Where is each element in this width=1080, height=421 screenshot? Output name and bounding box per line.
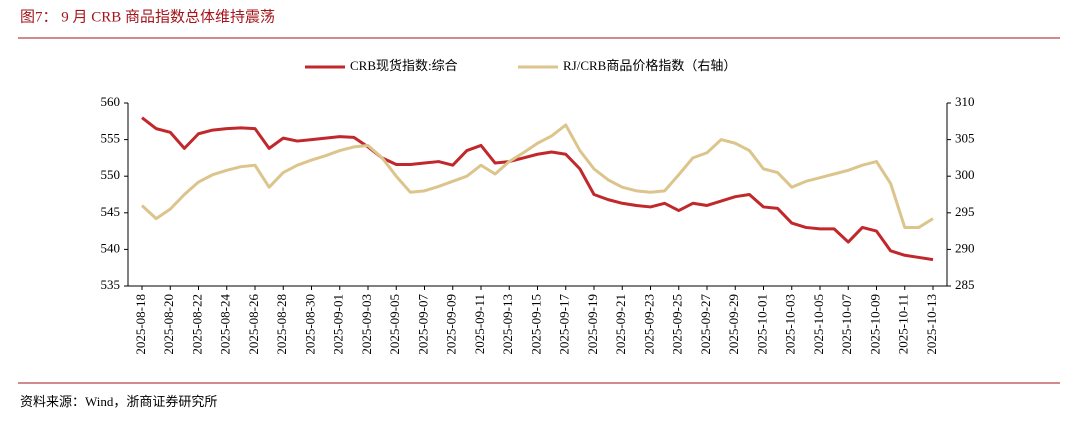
x-tick-label: 2025-10-13 [924, 294, 939, 355]
x-tick-label: 2025-09-23 [641, 294, 656, 355]
x-tick-label: 2025-08-26 [246, 294, 261, 355]
x-tick-label: 2025-10-05 [811, 294, 826, 355]
y-tick-label: 555 [101, 131, 121, 146]
x-tick-label: 2025-09-11 [472, 294, 487, 354]
y2-tick-label: 305 [955, 131, 975, 146]
series-line [141, 116, 934, 262]
y-tick-label: 535 [101, 277, 121, 292]
x-tick-label: 2025-10-09 [867, 294, 882, 355]
y2-tick-label: 295 [955, 204, 975, 219]
x-tick-label: 2025-10-07 [839, 294, 854, 355]
legend-label: RJ/CRB商品价格指数（右轴） [563, 58, 736, 73]
series-line [140, 123, 934, 229]
x-tick-label: 2025-09-19 [585, 294, 600, 355]
x-tick-label: 2025-09-17 [557, 294, 572, 355]
x-tick-label: 2025-09-09 [444, 294, 459, 355]
source: 资料来源：Wind，浙商证券研究所 [20, 394, 217, 409]
x-tick-label: 2025-08-18 [133, 294, 148, 355]
chart-title: 图7： 9 月 CRB 商品指数总体维持震荡 [20, 8, 275, 25]
x-tick-label: 2025-08-20 [161, 294, 176, 355]
x-tick-label: 2025-10-01 [754, 294, 769, 355]
x-tick-label: 2025-08-28 [274, 294, 289, 355]
y2-tick-label: 290 [955, 240, 975, 255]
x-tick-label: 2025-09-03 [359, 294, 374, 355]
x-tick-label: 2025-08-24 [218, 294, 233, 355]
x-tick-label: 2025-09-05 [387, 294, 402, 355]
y-tick-label: 550 [101, 167, 121, 182]
x-tick-label: 2025-09-13 [500, 294, 515, 355]
x-tick-label: 2025-09-21 [613, 294, 628, 355]
x-tick-label: 2025-09-07 [415, 294, 430, 355]
x-tick-label: 2025-10-11 [896, 294, 911, 354]
x-tick-label: 2025-10-03 [783, 294, 798, 355]
x-tick-label: 2025-09-01 [331, 294, 346, 355]
x-tick-label: 2025-09-15 [528, 294, 543, 355]
y2-tick-label: 285 [955, 277, 975, 292]
y2-tick-label: 300 [955, 167, 975, 182]
legend-label: CRB现货指数:综合 [350, 58, 458, 73]
x-tick-label: 2025-09-25 [670, 294, 685, 355]
y2-tick-label: 310 [955, 94, 975, 109]
y-tick-label: 540 [101, 240, 121, 255]
x-tick-label: 2025-08-30 [302, 294, 317, 355]
y-tick-label: 545 [101, 204, 121, 219]
x-tick-label: 2025-09-27 [698, 294, 713, 355]
x-tick-label: 2025-08-22 [189, 294, 204, 355]
y-tick-label: 560 [101, 94, 121, 109]
x-tick-label: 2025-09-29 [726, 294, 741, 355]
